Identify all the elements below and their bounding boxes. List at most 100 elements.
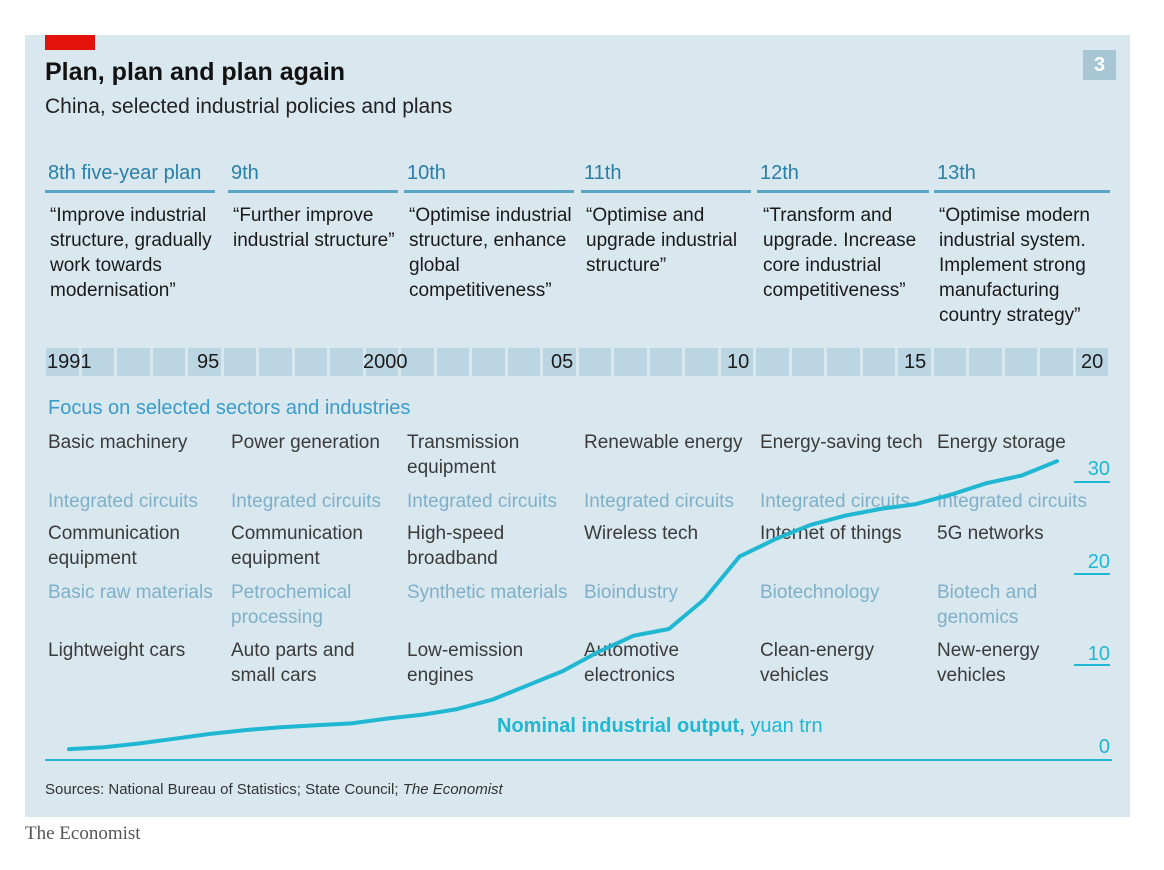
plan-rule-12th xyxy=(757,190,929,193)
plan-label-12th: 12th xyxy=(760,162,799,184)
brand-footer: The Economist xyxy=(25,823,141,844)
year-cell xyxy=(152,348,185,376)
year-cell xyxy=(720,348,753,376)
year-cell xyxy=(614,348,647,376)
sector-label: Integrated circuits xyxy=(48,491,198,512)
year-label-2000: 2000 xyxy=(363,351,408,373)
year-cell xyxy=(188,348,221,376)
year-cell xyxy=(969,348,1002,376)
sector-label: Auto parts and small cars xyxy=(231,640,355,686)
plan-label-8th: 8th five-year plan xyxy=(48,162,202,184)
plan-quote-8th: “Improve industrial structure, gradually… xyxy=(50,205,212,301)
plan-rule-8th xyxy=(45,190,215,193)
plan-label-9th: 9th xyxy=(231,162,259,184)
plan-rule-11th xyxy=(581,190,751,193)
sector-label: Petrochemical processing xyxy=(231,582,352,628)
year-cell xyxy=(933,348,966,376)
year-label-1995: 95 xyxy=(197,351,220,373)
year-cell xyxy=(401,348,434,376)
year-cell xyxy=(791,348,824,376)
sector-label: 5G networks xyxy=(937,523,1044,544)
sector-label: Integrated circuits xyxy=(937,491,1087,512)
year-cell xyxy=(259,348,292,376)
plan-rule-13th xyxy=(934,190,1110,193)
year-cell xyxy=(649,348,682,376)
year-label-1991: 1991 xyxy=(47,351,92,373)
chart-number-badge: 3 xyxy=(1083,50,1116,80)
series-annotation: Nominal industrial output, yuan trn xyxy=(497,715,823,738)
sector-label: Communication equipment xyxy=(48,523,180,569)
year-cell xyxy=(898,348,931,376)
sector-label: Communication equipment xyxy=(231,523,363,569)
year-cell xyxy=(862,348,895,376)
plan-rule-10th xyxy=(404,190,574,193)
year-cell xyxy=(46,348,79,376)
year-cell xyxy=(685,348,718,376)
series-annotation-label: Nominal industrial output, xyxy=(497,715,745,737)
year-cell xyxy=(81,348,114,376)
y-tick-rule-20 xyxy=(1074,573,1110,575)
year-label-2015: 15 xyxy=(904,351,927,373)
sector-label: Basic machinery xyxy=(48,432,188,453)
plan-quote-10th: “Optimise industrial structure, enhance … xyxy=(409,205,572,301)
sector-label: Lightweight cars xyxy=(48,640,186,661)
brand-red-bar xyxy=(45,35,95,50)
source-note: Sources: National Bureau of Statistics; … xyxy=(45,781,503,798)
plan-quote-13th: “Optimise modern industrial system. Impl… xyxy=(939,205,1090,326)
y-tick-rule-30 xyxy=(1074,481,1110,483)
sector-label: Wireless tech xyxy=(584,523,699,544)
year-cell xyxy=(827,348,860,376)
sector-label: New-energy vehicles xyxy=(937,640,1040,686)
sector-label: Synthetic materials xyxy=(407,582,568,603)
year-cell xyxy=(472,348,505,376)
sector-label: Basic raw materials xyxy=(48,582,213,603)
sector-label: Power generation xyxy=(231,432,380,453)
plan-label-10th: 10th xyxy=(407,162,446,184)
chart-title: Plan, plan and plan again xyxy=(45,58,346,86)
year-cell xyxy=(294,348,327,376)
chart-subtitle: China, selected industrial policies and … xyxy=(45,95,453,118)
focus-heading: Focus on selected sectors and industries xyxy=(48,397,411,419)
y-tick-rule-10 xyxy=(1074,664,1110,666)
sector-label: Integrated circuits xyxy=(760,491,910,512)
plan-quote-9th: “Further improve industrial structure” xyxy=(233,205,395,251)
year-label-2005: 05 xyxy=(551,351,574,373)
plan-label-13th: 13th xyxy=(937,162,976,184)
year-cell xyxy=(1075,348,1108,376)
source-italic: The Economist xyxy=(402,781,503,798)
year-cell xyxy=(507,348,540,376)
year-cell xyxy=(543,348,576,376)
year-cell xyxy=(365,348,398,376)
sector-label: Automotive electronics xyxy=(584,640,680,686)
sector-label: Clean-energy vehicles xyxy=(760,640,875,686)
sector-label: Biotech and genomics xyxy=(937,582,1038,628)
plan-quote-11th: “Optimise and upgrade industrial structu… xyxy=(586,205,738,276)
year-label-2020: 20 xyxy=(1081,351,1104,373)
sector-label: Energy storage xyxy=(937,432,1066,453)
source-text: Sources: National Bureau of Statistics; … xyxy=(45,781,403,798)
year-cell xyxy=(1040,348,1073,376)
year-cell xyxy=(756,348,789,376)
year-label-2010: 10 xyxy=(727,351,750,373)
plan-label-11th: 11th xyxy=(584,162,622,184)
year-cell xyxy=(436,348,469,376)
year-cell xyxy=(1004,348,1037,376)
sector-label: Bioindustry xyxy=(584,582,678,603)
y-tick-10: 10 xyxy=(1087,643,1110,665)
sector-label: Low-emission engines xyxy=(407,640,524,686)
series-line-output xyxy=(67,459,1059,752)
sector-label: Renewable energy xyxy=(584,432,743,453)
sector-label: Energy-saving tech xyxy=(760,432,923,453)
sector-label: High-speed broadband xyxy=(407,523,505,569)
y-tick-0: 0 xyxy=(1098,736,1110,758)
year-cell xyxy=(330,348,363,376)
sector-label: Integrated circuits xyxy=(407,491,557,512)
sector-label: Biotechnology xyxy=(760,582,880,603)
year-cell xyxy=(578,348,611,376)
plan-rule-9th xyxy=(228,190,398,193)
year-cell xyxy=(117,348,150,376)
chart-panel xyxy=(25,35,1130,817)
y-tick-20: 20 xyxy=(1087,551,1110,573)
y-tick-30: 30 xyxy=(1087,458,1110,480)
